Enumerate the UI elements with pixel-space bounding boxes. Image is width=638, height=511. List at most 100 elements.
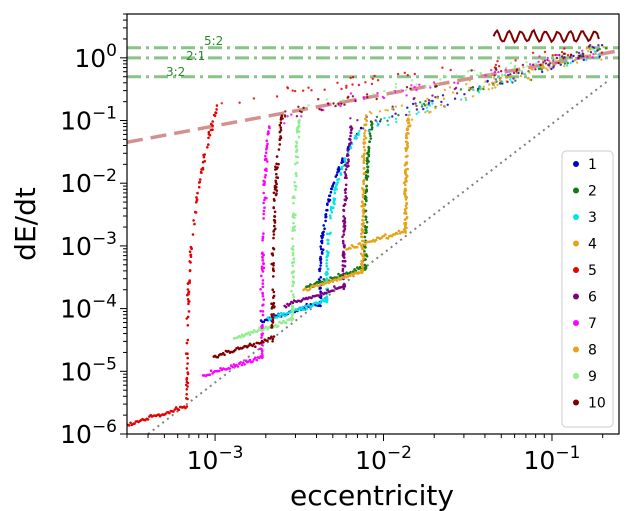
series-8-point bbox=[363, 132, 366, 135]
series-8-point bbox=[499, 76, 502, 80]
series-7-point bbox=[261, 349, 264, 353]
series-10-point bbox=[297, 105, 300, 109]
series-4-point bbox=[364, 243, 367, 246]
series-8-point bbox=[465, 83, 468, 86]
series-10-point bbox=[276, 166, 279, 169]
legend-label-7: 7 bbox=[588, 316, 597, 332]
series-7-point bbox=[504, 68, 507, 71]
series-10-point bbox=[272, 218, 276, 222]
series-9-point bbox=[307, 104, 310, 107]
series-8-point bbox=[364, 136, 368, 140]
series-4-point bbox=[563, 64, 566, 68]
series-5-point bbox=[238, 101, 241, 104]
series-3-point bbox=[324, 299, 327, 303]
series-2-point bbox=[364, 228, 367, 231]
series-3-point bbox=[354, 134, 358, 137]
series-5-point bbox=[370, 82, 374, 86]
series-8-point bbox=[361, 214, 365, 218]
series-9-point bbox=[291, 271, 295, 274]
series-4-point bbox=[442, 97, 446, 100]
series-4-point bbox=[546, 69, 550, 72]
series-5-point bbox=[197, 185, 201, 189]
series-10-point bbox=[270, 326, 273, 329]
series-8-point bbox=[594, 52, 598, 56]
series-1-point bbox=[486, 79, 489, 83]
series-6-point bbox=[342, 204, 346, 207]
series-6-point bbox=[342, 242, 345, 245]
series-6-point bbox=[341, 269, 345, 273]
series-3-point bbox=[569, 61, 572, 65]
series-3-point bbox=[266, 316, 270, 320]
resonance-labels: 5:22:13:2 bbox=[166, 34, 223, 79]
series-2-point bbox=[367, 149, 371, 152]
series-3-point bbox=[333, 191, 337, 195]
legend-marker-4 bbox=[573, 240, 579, 247]
series-8-point bbox=[390, 107, 394, 111]
series-3-point bbox=[377, 122, 380, 126]
legend-marker-2 bbox=[573, 187, 579, 194]
series-4-point bbox=[404, 195, 407, 199]
series-4-point bbox=[403, 183, 407, 187]
series-6-point bbox=[391, 105, 394, 108]
series-7-point bbox=[261, 237, 265, 240]
series-8-point bbox=[370, 112, 373, 115]
series-5-point bbox=[185, 405, 189, 408]
series-8-point bbox=[394, 105, 397, 108]
series-2-point bbox=[468, 89, 471, 92]
legend-label-9: 9 bbox=[588, 369, 597, 385]
series-8-point bbox=[505, 76, 508, 79]
series-2-point bbox=[365, 188, 369, 191]
series-2-point bbox=[364, 268, 367, 271]
series-5-point bbox=[307, 86, 310, 89]
series-4-point bbox=[494, 86, 497, 89]
series-7-point bbox=[413, 85, 416, 89]
series-9-point bbox=[290, 305, 294, 308]
series-10-point bbox=[539, 63, 542, 67]
series-7-point bbox=[262, 266, 266, 270]
series-4-point bbox=[403, 222, 406, 225]
series-5-point bbox=[189, 261, 192, 264]
y-tick-label: 10−3 bbox=[60, 229, 117, 261]
series-9-point bbox=[295, 150, 298, 153]
series-1-point bbox=[318, 269, 322, 273]
series-1-point bbox=[330, 187, 334, 191]
series-8-point bbox=[513, 69, 517, 72]
series-5-point bbox=[177, 408, 181, 412]
series-1-point bbox=[326, 202, 329, 205]
series-9-point bbox=[415, 83, 418, 86]
series-2-point bbox=[476, 89, 480, 92]
series-7-point bbox=[209, 369, 213, 373]
series-5-point bbox=[195, 198, 199, 201]
series-7-point bbox=[240, 363, 244, 367]
series-4-point bbox=[528, 71, 531, 74]
series-7-point bbox=[339, 104, 342, 108]
series-4-point bbox=[355, 246, 359, 249]
series-4-point bbox=[358, 242, 362, 245]
series-10-point bbox=[354, 99, 357, 103]
series-7-point bbox=[262, 191, 266, 195]
series-10-point bbox=[278, 130, 282, 134]
series-5-point bbox=[413, 72, 416, 76]
series-3-point bbox=[304, 304, 307, 308]
series-8-point bbox=[488, 83, 491, 86]
series-5-point bbox=[220, 102, 223, 105]
series-9-point bbox=[553, 59, 556, 62]
series-9-point bbox=[295, 141, 299, 145]
series-3-point bbox=[425, 106, 429, 109]
series-8-point bbox=[362, 182, 366, 186]
series-9-point bbox=[294, 171, 298, 175]
resonance-label-5-2: 5:2 bbox=[204, 34, 223, 48]
series-7-point bbox=[243, 363, 246, 366]
series-10-point bbox=[560, 55, 564, 58]
series-2-point bbox=[482, 87, 485, 91]
series-10-point bbox=[270, 323, 274, 327]
series-2-point bbox=[370, 127, 374, 131]
series-9-point bbox=[294, 188, 297, 191]
series-8-point bbox=[363, 152, 366, 155]
series-10-point bbox=[270, 302, 273, 306]
series-3-point bbox=[479, 85, 482, 89]
series-7-point bbox=[286, 115, 289, 118]
series-5-point bbox=[215, 104, 219, 107]
series-10-point bbox=[295, 115, 299, 118]
series-4-point bbox=[573, 59, 576, 62]
